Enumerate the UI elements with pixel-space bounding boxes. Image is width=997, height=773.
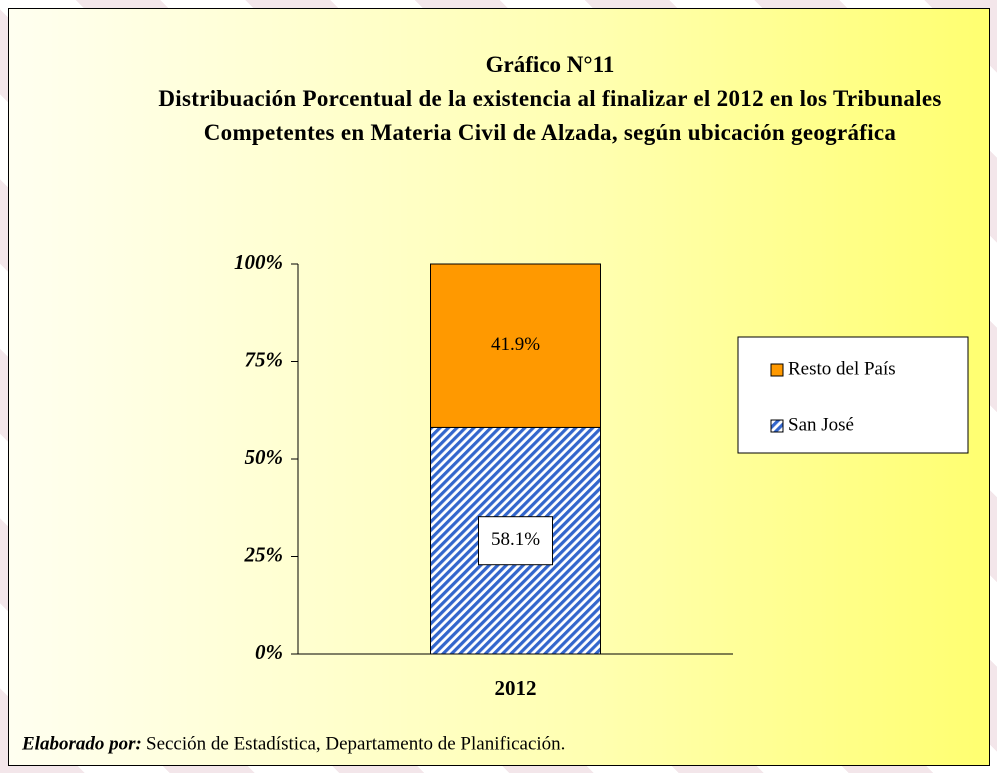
y-tick-label: 50% bbox=[245, 445, 284, 469]
source-label: Elaborado por: bbox=[21, 733, 142, 754]
y-tick-label: 75% bbox=[245, 347, 284, 371]
y-tick-label: 25% bbox=[244, 542, 284, 566]
title-block: Gráfico N°11 Distribuación Porcentual de… bbox=[120, 48, 980, 150]
data-label: 41.9% bbox=[491, 334, 540, 355]
data-label: 58.1% bbox=[491, 529, 540, 550]
legend-swatch bbox=[770, 363, 784, 377]
source-text: Sección de Estadística, Departamento de … bbox=[146, 733, 565, 754]
legend-swatch bbox=[770, 419, 784, 433]
label-box bbox=[478, 516, 553, 566]
legend-box bbox=[737, 336, 969, 454]
bar-segment bbox=[430, 263, 601, 428]
chart-title: Gráfico N°11 bbox=[485, 52, 615, 77]
x-tick-label: 2012 bbox=[495, 676, 537, 700]
y-tick-label: 100% bbox=[234, 250, 283, 274]
chart-subtitle: Distribuación Porcentual de la existenci… bbox=[158, 86, 942, 145]
legend-label: Resto del País bbox=[788, 358, 896, 379]
y-tick-label: 0% bbox=[255, 640, 283, 664]
legend-label: San José bbox=[788, 414, 854, 435]
